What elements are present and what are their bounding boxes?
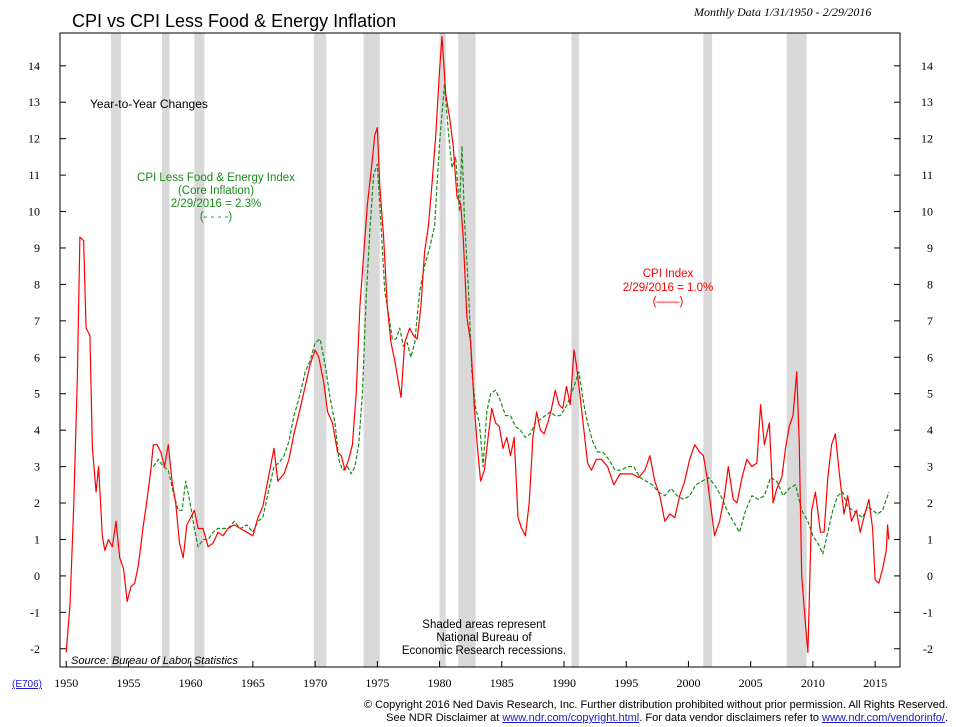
y-tick-label-left-1: 1 xyxy=(34,532,40,546)
x-tick-label-1995: 1995 xyxy=(614,676,638,690)
core-legend-subtitle: (Core Inflation) xyxy=(178,185,254,197)
cpi-legend-value: 2/29/2016 = 1.0% xyxy=(623,282,713,294)
y-tick-label-left--2: -2 xyxy=(30,642,40,656)
y-tick-label-right-0: 0 xyxy=(927,569,933,583)
y-tick-label-right-3: 3 xyxy=(927,460,933,474)
series-line-cpi xyxy=(65,36,890,653)
y-tick-label-right-6: 6 xyxy=(927,350,933,364)
y-tick-label-right-8: 8 xyxy=(927,277,933,291)
x-tick-label-1950: 1950 xyxy=(54,676,78,690)
y-tick-label-left-8: 8 xyxy=(34,277,40,291)
x-tick-label-1990: 1990 xyxy=(552,676,576,690)
recession-band-6 xyxy=(458,33,476,667)
y-tick-label-right-5: 5 xyxy=(927,387,933,401)
recession-band-5 xyxy=(439,33,446,667)
chart-title: CPI vs CPI Less Food & Energy Inflation xyxy=(72,11,397,31)
y-tick-label-left-5: 5 xyxy=(34,387,40,401)
core-legend: CPI Less Food & Energy Index (Core Infla… xyxy=(137,172,295,223)
chart-code-link[interactable]: (E706) xyxy=(12,679,43,690)
disclaimer-line: See NDR Disclaimer at www.ndr.com/copyri… xyxy=(364,712,948,725)
y-tick-label-left-10: 10 xyxy=(28,205,40,219)
recession-band-0 xyxy=(111,33,121,667)
y-tick-label-right-11: 11 xyxy=(921,168,933,182)
x-tick-label-1970: 1970 xyxy=(303,676,327,690)
y-tick-label-right-14: 14 xyxy=(921,59,933,73)
copyright-block: © Copyright 2016 Ned Davis Research, Inc… xyxy=(364,699,948,725)
x-tick-label-1975: 1975 xyxy=(365,676,389,690)
disclaimer-mid: . For data vendor disclaimers refer to xyxy=(639,712,823,724)
copyright-link[interactable]: www.ndr.com/copyright.html xyxy=(502,712,640,724)
x-tick-label-1955: 1955 xyxy=(116,676,140,690)
y-tick-label-left-3: 3 xyxy=(34,460,40,474)
y-tick-label-left-12: 12 xyxy=(28,132,40,146)
recession-band-7 xyxy=(571,33,579,667)
recession-band-4 xyxy=(363,33,380,667)
x-tick-label-1985: 1985 xyxy=(490,676,514,690)
note-year-to-year: Year-to-Year Changes xyxy=(90,97,208,111)
date-range: Monthly Data 1/31/1950 - 2/29/2016 xyxy=(694,5,872,19)
disclaimer-suffix: . xyxy=(944,712,948,724)
shaded-note-line2: National Bureau of xyxy=(436,632,532,644)
series-lines xyxy=(65,36,890,653)
recession-band-1 xyxy=(162,33,170,667)
shaded-note-line1: Shaded areas represent xyxy=(422,619,546,631)
cpi-legend-title: CPI Index xyxy=(643,268,694,280)
recession-band-3 xyxy=(313,33,327,667)
copyright-line: © Copyright 2016 Ned Davis Research, Inc… xyxy=(363,699,948,711)
y-tick-label-right--2: -2 xyxy=(923,642,933,656)
recession-band-2 xyxy=(194,33,205,667)
y-tick-label-right-1: 1 xyxy=(927,532,933,546)
y-tick-label-left--1: -1 xyxy=(30,605,40,619)
x-tick-label-2015: 2015 xyxy=(863,676,887,690)
source-note: Source: Bureau of Labor Statistics xyxy=(71,655,238,667)
y-tick-label-left-0: 0 xyxy=(34,569,40,583)
x-tick-label-2005: 2005 xyxy=(739,676,763,690)
vendorinfo-link[interactable]: www.ndr.com/vendorinfo/ xyxy=(822,712,945,724)
x-tick-label-1965: 1965 xyxy=(241,676,265,690)
plot-frame xyxy=(59,32,901,668)
shaded-note: Shaded areas represent National Bureau o… xyxy=(402,619,566,657)
x-tick-label-1980: 1980 xyxy=(428,676,452,690)
x-tick-label-2000: 2000 xyxy=(676,676,700,690)
series-line-core-cpi xyxy=(152,83,890,555)
y-tick-label-left-11: 11 xyxy=(28,168,40,182)
y-tick-label-left-2: 2 xyxy=(34,496,40,510)
recession-band-8 xyxy=(703,33,713,667)
y-tick-label-right--1: -1 xyxy=(923,605,933,619)
y-tick-label-right-4: 4 xyxy=(927,423,933,437)
y-tick-label-right-13: 13 xyxy=(921,95,933,109)
x-tick-label-1960: 1960 xyxy=(179,676,203,690)
y-tick-label-left-6: 6 xyxy=(34,350,40,364)
y-tick-label-left-9: 9 xyxy=(34,241,40,255)
disclaimer-prefix: See NDR Disclaimer at xyxy=(386,712,503,724)
y-tick-label-right-10: 10 xyxy=(921,205,933,219)
cpi-legend-style: (——) xyxy=(653,296,684,308)
y-tick-label-right-2: 2 xyxy=(927,496,933,510)
recession-band-9 xyxy=(786,33,807,667)
y-tick-label-left-13: 13 xyxy=(28,95,40,109)
y-tick-label-left-14: 14 xyxy=(28,59,40,73)
x-tick-label-2010: 2010 xyxy=(801,676,825,690)
y-tick-label-right-9: 9 xyxy=(927,241,933,255)
y-tick-label-right-12: 12 xyxy=(921,132,933,146)
y-tick-label-right-7: 7 xyxy=(927,314,933,328)
recession-bands xyxy=(111,33,807,667)
core-legend-title: CPI Less Food & Energy Index xyxy=(137,172,295,184)
shaded-note-line3: Economic Research recessions. xyxy=(402,645,566,657)
core-legend-style: (- - - -) xyxy=(200,211,233,223)
y-tick-label-left-7: 7 xyxy=(34,314,40,328)
y-tick-label-left-4: 4 xyxy=(34,423,40,437)
cpi-legend: CPI Index 2/29/2016 = 1.0% (——) xyxy=(623,268,713,308)
core-legend-value: 2/29/2016 = 2.3% xyxy=(171,198,261,210)
